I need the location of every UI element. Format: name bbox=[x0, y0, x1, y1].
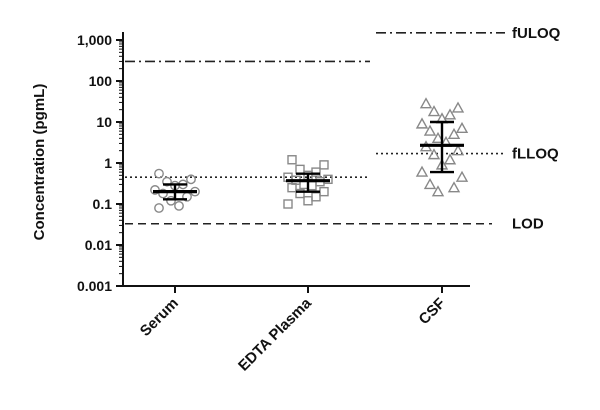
data-point bbox=[287, 155, 297, 165]
data-point bbox=[419, 97, 433, 109]
data-point bbox=[154, 168, 164, 179]
data-point bbox=[427, 148, 441, 160]
y-tick-label: 1,000 bbox=[77, 32, 112, 48]
data-point bbox=[319, 186, 329, 197]
data-point bbox=[443, 108, 457, 120]
y-tick-label: 1 bbox=[104, 155, 112, 171]
data-point bbox=[162, 176, 172, 187]
reference-line-label: LOD bbox=[512, 216, 544, 233]
data-points bbox=[150, 97, 469, 213]
data-point bbox=[443, 153, 457, 165]
data-point bbox=[447, 127, 461, 140]
data-point bbox=[431, 131, 445, 144]
reference-line-label: fLLOQ bbox=[512, 146, 559, 163]
y-tick-label: 0.01 bbox=[85, 237, 112, 253]
x-category-label: EDTA Plasma bbox=[235, 294, 315, 374]
data-point bbox=[307, 180, 317, 191]
data-point bbox=[455, 121, 469, 134]
data-point bbox=[451, 101, 465, 113]
data-point bbox=[287, 182, 297, 193]
data-point bbox=[174, 200, 184, 211]
data-point bbox=[423, 177, 437, 190]
summary-bars bbox=[153, 120, 464, 201]
x-category-label: CSF bbox=[416, 295, 449, 328]
y-tick-label: 10 bbox=[96, 114, 112, 130]
data-point bbox=[427, 105, 441, 117]
y-axis-title: Concentration (pgmL) bbox=[31, 84, 48, 241]
data-point bbox=[311, 192, 321, 202]
data-point bbox=[311, 167, 321, 177]
data-point bbox=[319, 160, 329, 170]
axes: 0.001 0.01 0.1 1 10 100 1,000 Serum EDTA Plasma C… bbox=[77, 32, 470, 375]
data-point bbox=[423, 124, 437, 136]
reference-line-label: fULOQ bbox=[512, 25, 561, 42]
data-point bbox=[283, 199, 293, 209]
data-point bbox=[166, 195, 176, 206]
data-point bbox=[415, 117, 429, 129]
x-category-label: Serum bbox=[137, 295, 182, 340]
y-tick-label: 0.001 bbox=[77, 278, 112, 294]
data-point bbox=[186, 174, 196, 185]
data-point bbox=[158, 188, 168, 199]
data-point bbox=[303, 196, 313, 206]
reference-lines: fULOQ fLLOQ LOD bbox=[125, 25, 561, 233]
data-point bbox=[447, 181, 461, 193]
data-point bbox=[154, 203, 164, 213]
data-point bbox=[295, 188, 305, 199]
data-point bbox=[415, 165, 429, 177]
data-point bbox=[451, 144, 465, 156]
data-point bbox=[295, 164, 305, 175]
data-point bbox=[150, 185, 160, 195]
data-point bbox=[455, 170, 469, 182]
y-tick-label: 100 bbox=[89, 73, 113, 89]
data-point bbox=[431, 185, 445, 197]
y-tick-label: 0.1 bbox=[93, 196, 113, 212]
